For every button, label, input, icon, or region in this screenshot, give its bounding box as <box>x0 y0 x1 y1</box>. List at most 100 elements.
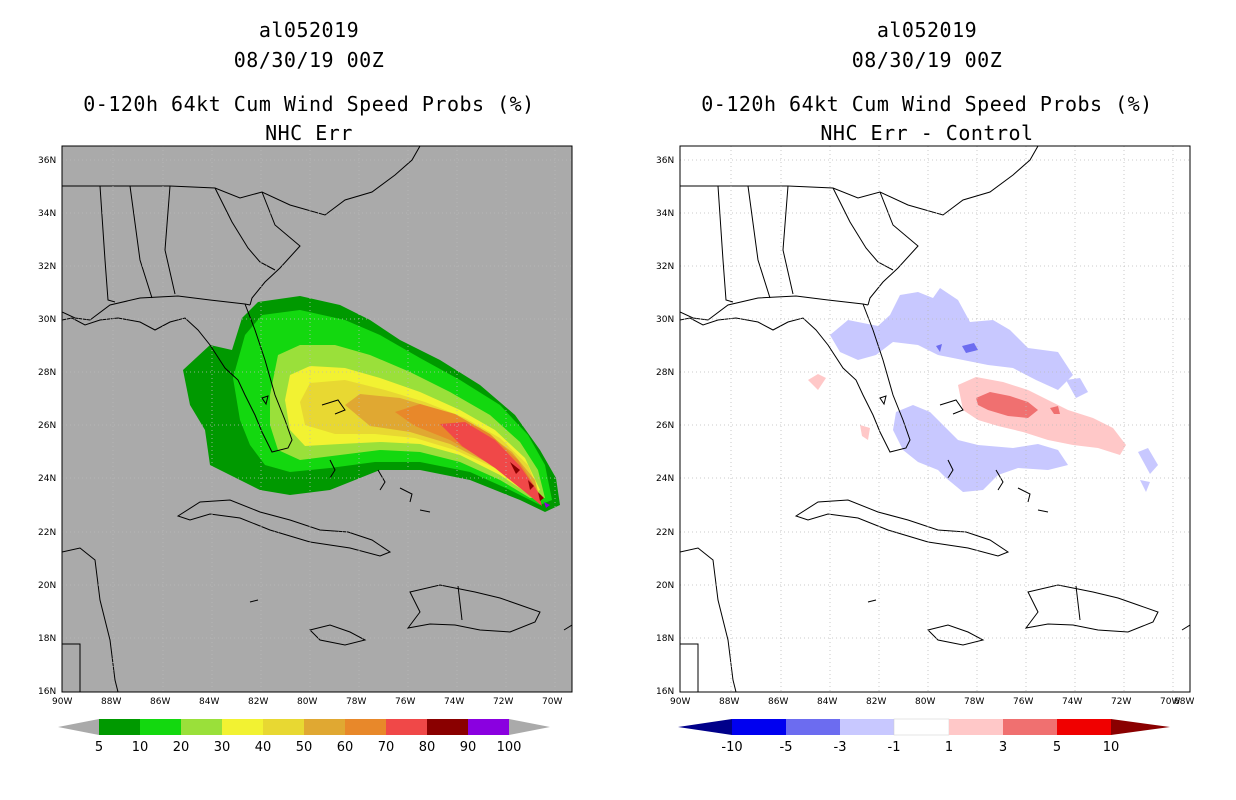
lat-axis: 36N 34N 32N 30N 28N 26N 24N 22N 20N 18N … <box>656 156 674 697</box>
map-grid <box>62 146 572 692</box>
lat-label: 22N <box>656 528 674 538</box>
lat-label: 24N <box>656 474 674 484</box>
colorbar-label: 30 <box>214 740 231 755</box>
diff-region-pos1 <box>860 425 870 440</box>
coastlines <box>680 146 1190 692</box>
lat-label: 16N <box>656 687 674 697</box>
lat-label: 36N <box>656 156 674 166</box>
lon-label: 76W <box>1013 697 1033 707</box>
lon-label: 82W <box>866 697 886 707</box>
diff-region-neg1 <box>1140 480 1150 492</box>
prob-contour-70 <box>440 422 542 506</box>
colorbar-label: 10 <box>132 740 149 755</box>
map-frame <box>679 145 1191 693</box>
colorbar-label: 40 <box>255 740 272 755</box>
lon-label: 84W <box>199 697 219 707</box>
lon-label: 74W <box>1062 697 1082 707</box>
product-title: 0-120h 64kt Cum Wind Speed Probs (%) <box>83 92 535 116</box>
colorbar-label: -1 <box>888 740 901 755</box>
colorbar-swatch <box>99 719 140 735</box>
lat-label: 16N <box>38 687 56 697</box>
lon-label: 70W <box>542 697 562 707</box>
colorbar-label: 1 <box>945 740 953 755</box>
colorbar-label: 5 <box>95 740 103 755</box>
colorbar-arrow-low <box>58 719 99 735</box>
colorbar-swatch <box>427 719 468 735</box>
lat-label: 36N <box>38 156 56 166</box>
colorbar-swatch <box>786 719 840 735</box>
diff-region-neg1 <box>1066 378 1088 398</box>
lon-label: 90W <box>670 697 690 707</box>
colorbar-swatch <box>949 719 1003 735</box>
colorbar-label: 50 <box>296 740 313 755</box>
colorbar-label: 80 <box>419 740 436 755</box>
colorbar-label: 90 <box>460 740 477 755</box>
lon-label: 70W <box>1160 697 1180 707</box>
lat-label: 24N <box>38 474 56 484</box>
diff-region-neg1 <box>893 405 1068 492</box>
storm-id-title: al052019 <box>876 18 978 42</box>
datetime-title: 08/30/19 00Z <box>233 48 385 72</box>
lat-label: 22N <box>38 528 56 538</box>
colorbar-label: 20 <box>173 740 190 755</box>
lon-label: 72W <box>1111 697 1131 707</box>
lat-label: 28N <box>656 368 674 378</box>
lon-label: 90W <box>52 697 72 707</box>
colorbar-swatch <box>1003 719 1057 735</box>
lon-label: 72W <box>493 697 513 707</box>
lat-label: 20N <box>38 581 56 591</box>
lon-label: 84W <box>817 697 837 707</box>
lon-label: 74W <box>444 697 464 707</box>
lat-label: 34N <box>656 209 674 219</box>
lat-label: 26N <box>38 421 56 431</box>
colorbar-swatch <box>732 719 786 735</box>
right-map-svg: 36N 34N 32N 30N 28N 26N 24N 22N 20N 18N … <box>656 145 1194 755</box>
prob-contour-90 <box>544 502 550 508</box>
diff-region-pos3 <box>1050 406 1060 414</box>
colorbar-label: -5 <box>780 740 793 755</box>
diff-region-neg3 <box>962 343 978 353</box>
datetime-title: 08/30/19 00Z <box>851 48 1003 72</box>
colorbar-label: -3 <box>834 740 847 755</box>
colorbar-label: -10 <box>721 740 742 755</box>
left-panel: al052019 08/30/19 00Z 0-120h 64kt Cum Wi… <box>38 18 573 755</box>
diff-region-neg1 <box>1138 448 1158 474</box>
right-colorbar: -10 -5 -3 -1 1 3 5 10 <box>678 718 1170 755</box>
colorbar-swatch <box>140 719 181 735</box>
lon-label: 78W <box>964 697 984 707</box>
diff-region-pos1 <box>808 374 826 390</box>
lon-label: 86W <box>768 697 788 707</box>
map-frame <box>61 145 573 693</box>
colorbar-swatch <box>1057 719 1111 735</box>
diff-region-neg3 <box>936 344 942 352</box>
storm-id-title: al052019 <box>258 18 360 42</box>
colorbar-swatch <box>304 719 345 735</box>
left-map-svg: 36N 34N 32N 30N 28N 26N 24N 22N 20N 18N … <box>38 145 573 755</box>
lon-axis: 90W 88W 86W 84W 82W 80W 78W 76W 74W 72W … <box>670 697 1194 707</box>
lon-label: 68W <box>1174 697 1194 707</box>
colorbar-arrow-low <box>678 719 732 735</box>
diff-region-pos3 <box>976 392 1038 418</box>
colorbar-swatch <box>893 718 950 736</box>
lon-label: 88W <box>101 697 121 707</box>
subtitle: NHC Err <box>265 121 353 145</box>
lon-label: 82W <box>248 697 268 707</box>
colorbar-label: 5 <box>1053 740 1061 755</box>
lat-label: 30N <box>656 315 674 325</box>
map-grid <box>680 146 1190 692</box>
right-panel: al052019 08/30/19 00Z 0-120h 64kt Cum Wi… <box>618 0 1236 800</box>
colorbar-label: 100 <box>497 740 522 755</box>
colorbar-arrow-high <box>1111 719 1170 735</box>
colorbar-swatch <box>222 719 263 735</box>
colorbar-label: 3 <box>999 740 1007 755</box>
lon-label: 88W <box>719 697 739 707</box>
lon-label: 76W <box>395 697 415 707</box>
prob-contour-80 <box>510 462 544 501</box>
lon-label: 80W <box>915 697 935 707</box>
lat-label: 30N <box>38 315 56 325</box>
colorbar-swatch <box>263 719 304 735</box>
subtitle: NHC Err - Control <box>820 121 1034 145</box>
colorbar-swatch <box>181 719 222 735</box>
colorbar-swatch <box>386 719 427 735</box>
lon-label: 80W <box>297 697 317 707</box>
